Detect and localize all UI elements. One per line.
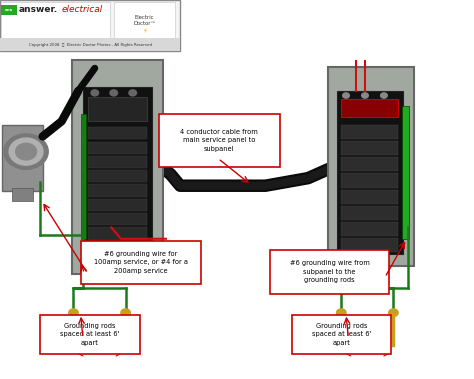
Text: #6 grounding wire for
100amp service, or #4 for a
200amp service: #6 grounding wire for 100amp service, or… (94, 251, 188, 274)
Circle shape (362, 93, 368, 98)
Circle shape (110, 90, 118, 96)
FancyBboxPatch shape (159, 114, 280, 167)
Circle shape (9, 138, 43, 165)
Text: ⚡: ⚡ (142, 28, 147, 34)
FancyBboxPatch shape (88, 185, 147, 197)
FancyBboxPatch shape (72, 60, 163, 274)
Circle shape (4, 134, 48, 169)
FancyBboxPatch shape (1, 5, 17, 15)
Circle shape (129, 90, 137, 96)
FancyBboxPatch shape (328, 67, 414, 266)
FancyBboxPatch shape (292, 315, 391, 354)
FancyBboxPatch shape (402, 106, 409, 239)
Text: Doctor™: Doctor™ (133, 21, 156, 27)
FancyBboxPatch shape (81, 114, 86, 239)
FancyBboxPatch shape (88, 127, 147, 139)
FancyBboxPatch shape (88, 141, 147, 154)
FancyBboxPatch shape (341, 190, 398, 204)
Text: Electric: Electric (135, 15, 155, 20)
Circle shape (121, 309, 130, 316)
FancyBboxPatch shape (88, 170, 147, 182)
Text: ans: ans (5, 8, 13, 12)
FancyBboxPatch shape (12, 188, 33, 201)
Circle shape (69, 309, 78, 316)
Text: Grounding rods
spaced at least 6'
apart: Grounding rods spaced at least 6' apart (60, 323, 120, 346)
FancyBboxPatch shape (0, 38, 180, 51)
FancyBboxPatch shape (88, 227, 147, 240)
FancyBboxPatch shape (341, 206, 398, 220)
Text: Grounding rods
spaced at least 6'
apart: Grounding rods spaced at least 6' apart (311, 323, 371, 346)
FancyBboxPatch shape (88, 156, 147, 168)
Text: 4 conductor cable from
main service panel to
subpanel: 4 conductor cable from main service pane… (180, 129, 258, 152)
FancyBboxPatch shape (270, 250, 389, 294)
Text: Copyright 2008  ⓔ  Electric Doctor Photos - All Rights Reserved: Copyright 2008 ⓔ Electric Doctor Photos … (28, 43, 152, 47)
FancyBboxPatch shape (88, 199, 147, 211)
FancyBboxPatch shape (88, 242, 147, 254)
Text: electrical: electrical (62, 5, 103, 14)
FancyBboxPatch shape (341, 157, 398, 171)
FancyBboxPatch shape (341, 222, 398, 236)
Circle shape (343, 93, 349, 98)
FancyBboxPatch shape (88, 97, 147, 121)
Circle shape (381, 93, 387, 98)
Text: #6 grounding wire from
subpanel to the
grounding rods: #6 grounding wire from subpanel to the g… (290, 260, 369, 283)
FancyBboxPatch shape (40, 315, 140, 354)
Circle shape (389, 309, 398, 316)
Circle shape (337, 309, 346, 316)
FancyBboxPatch shape (341, 238, 398, 252)
Circle shape (16, 143, 36, 160)
FancyBboxPatch shape (114, 2, 175, 38)
FancyBboxPatch shape (341, 141, 398, 155)
FancyBboxPatch shape (2, 125, 43, 191)
FancyBboxPatch shape (0, 0, 180, 51)
Circle shape (91, 90, 99, 96)
FancyBboxPatch shape (341, 125, 398, 139)
FancyBboxPatch shape (341, 99, 398, 117)
FancyBboxPatch shape (83, 87, 152, 258)
FancyBboxPatch shape (81, 241, 201, 284)
Text: answer.: answer. (19, 5, 58, 14)
FancyBboxPatch shape (337, 91, 403, 254)
FancyBboxPatch shape (88, 213, 147, 225)
FancyBboxPatch shape (341, 174, 398, 188)
FancyBboxPatch shape (1, 2, 110, 38)
